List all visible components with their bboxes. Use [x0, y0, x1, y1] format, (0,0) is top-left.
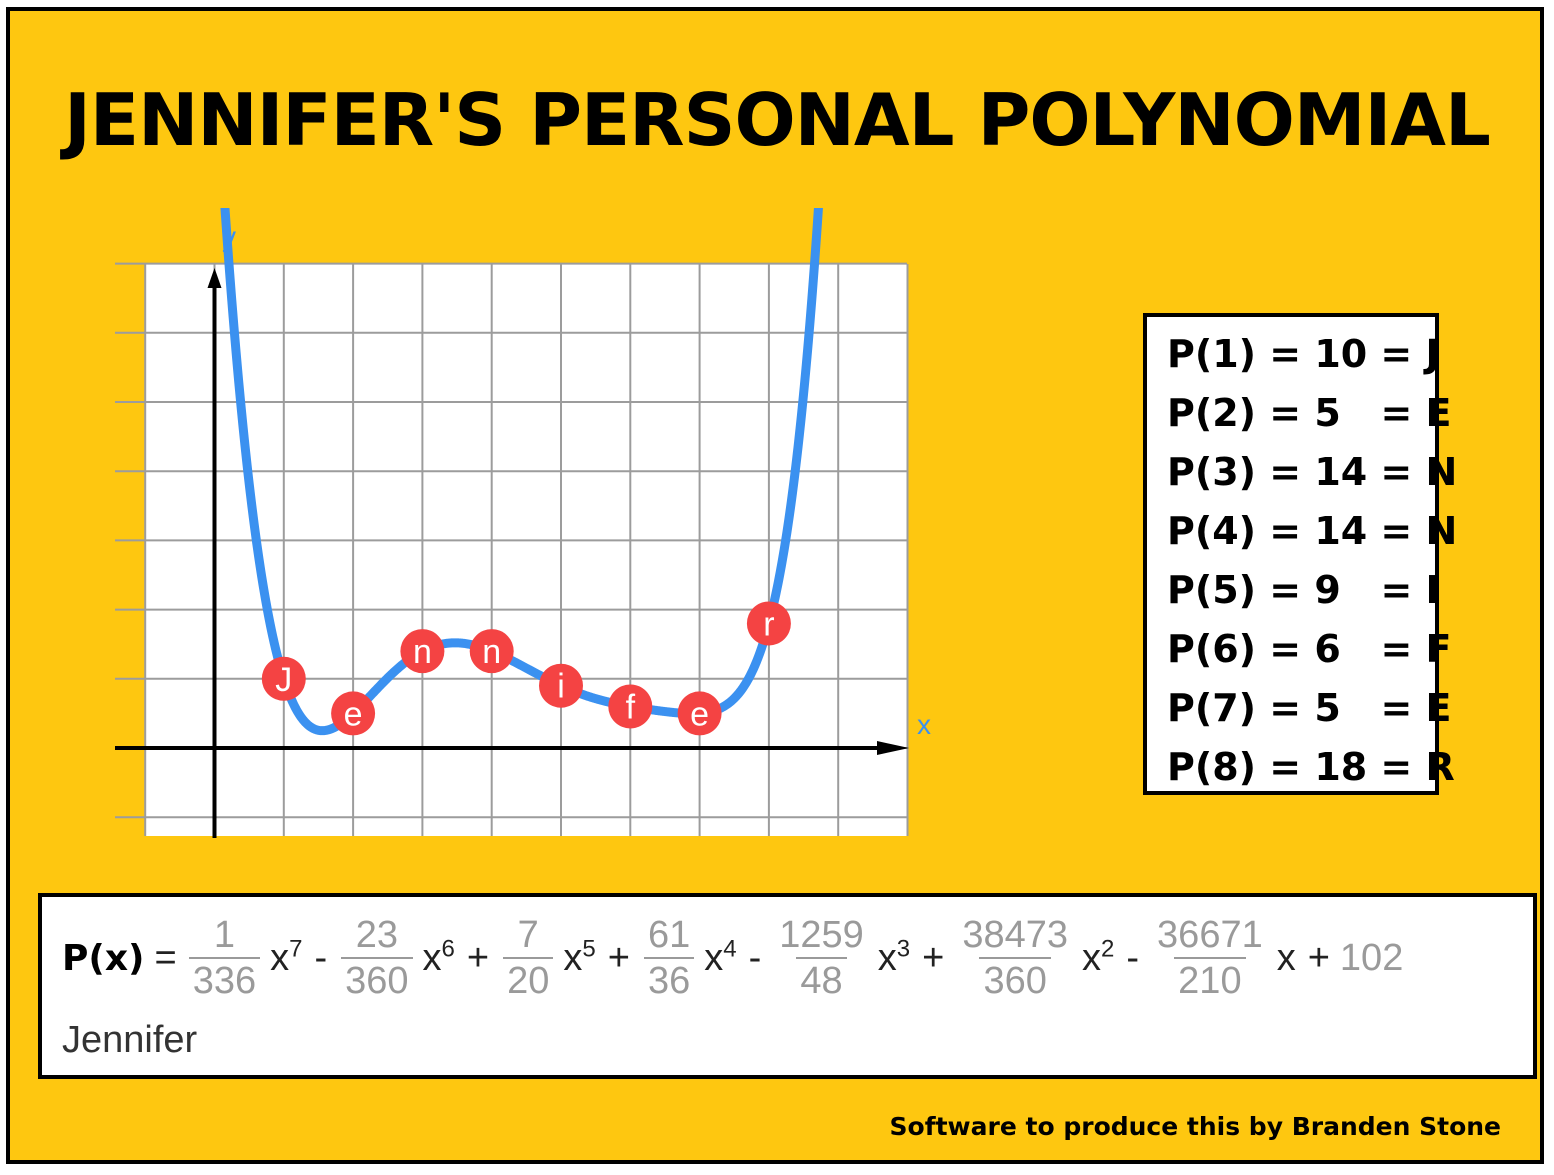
constant-term: 102: [1339, 936, 1404, 979]
y-axis-arrow: [207, 268, 222, 288]
data-point-label: r: [763, 605, 774, 643]
y-axis-label: y: [222, 221, 236, 252]
data-point-marker: [469, 629, 514, 674]
operator: +: [1307, 936, 1330, 979]
coefficient-fraction: 38473 360: [958, 915, 1072, 1001]
data-point-marker: [608, 684, 653, 729]
value-row: P(4) = 14 = N: [1167, 509, 1458, 553]
variable: x: [422, 936, 442, 979]
value-row: P(5) = 9 = I: [1167, 568, 1440, 612]
value-row: P(8) = 18 = R: [1167, 745, 1455, 789]
data-point-marker: [400, 629, 445, 674]
coefficient-fraction: 1 336: [188, 914, 261, 1001]
data-point: e: [331, 691, 376, 736]
data-point-marker: [331, 691, 376, 736]
variable: x: [563, 936, 583, 979]
numerator: 1259: [779, 914, 864, 956]
denominator: 20: [503, 957, 554, 1001]
data-point: f: [608, 684, 653, 729]
exponent: 5: [582, 934, 596, 962]
operator: -: [314, 936, 328, 979]
data-point-marker: [539, 663, 583, 708]
value-row: P(6) = 6 = F: [1167, 627, 1452, 671]
exponent: 3: [896, 934, 911, 962]
power-term: x2: [1082, 934, 1115, 980]
data-point-label: J: [275, 661, 292, 699]
numerator: 1: [213, 914, 235, 956]
data-point: i: [539, 663, 583, 708]
exponent: 6: [441, 934, 455, 962]
coefficient-fraction: 7 20: [503, 914, 554, 1001]
value-row: P(2) = 5 = E: [1167, 391, 1452, 435]
numerator: 23: [355, 914, 398, 956]
formula-box: P(x) = 1 336 x7 - 23 360 x6 + 7 20 x5 + 61 3…: [38, 893, 1537, 1079]
operator: +: [607, 936, 630, 979]
polynomial-curve: [220, 208, 823, 736]
data-point-label: e: [690, 695, 709, 733]
data-point-label: i: [557, 668, 565, 706]
numerator: 36671: [1157, 914, 1263, 956]
data-point: e: [677, 691, 722, 736]
data-point-label: e: [344, 695, 363, 733]
axes: [115, 268, 909, 838]
data-point-marker: [746, 601, 791, 646]
power-term: x7: [270, 934, 303, 980]
variable: x: [877, 936, 897, 979]
page-title: JENNIFER'S PERSONAL POLYNOMIAL: [64, 78, 1491, 162]
operator: +: [466, 936, 490, 979]
operator: +: [922, 936, 945, 979]
values-table: P(1) = 10 = J P(2) = 5 = E P(3) = 14 = N…: [1143, 313, 1458, 795]
data-point: r: [746, 601, 791, 646]
data-point-label: n: [482, 633, 501, 671]
data-point: n: [400, 629, 445, 674]
x-axis-label: x: [917, 709, 931, 740]
data-point: n: [469, 629, 514, 674]
denominator: 210: [1174, 957, 1246, 1001]
numerator: 38473: [962, 914, 1069, 956]
exponent: 2: [1101, 934, 1115, 962]
data-point: J: [261, 656, 306, 701]
grid: [115, 262, 909, 836]
data-point-marker: [261, 656, 306, 701]
power-term: x6: [422, 934, 455, 980]
power-term: x4: [704, 934, 737, 980]
exponent: 4: [723, 934, 737, 962]
power-term: x3: [877, 934, 911, 980]
data-points: Je n n i f e r: [261, 601, 791, 736]
denominator: 360: [979, 957, 1051, 1001]
power-term: x5: [563, 934, 596, 980]
variable: x: [270, 936, 290, 979]
coefficient-fraction: 36671 210: [1153, 915, 1267, 1001]
numerator: 7: [517, 914, 539, 956]
value-row: P(3) = 14 = N: [1167, 450, 1458, 494]
value-row: P(1) = 10 = J: [1167, 332, 1440, 376]
polynomial-chart: Je n n i f e r x y: [115, 208, 931, 838]
variable: x: [1082, 936, 1102, 979]
denominator: 48: [796, 957, 847, 1001]
power-term: x: [1277, 937, 1296, 980]
formula-lhs: P(x): [62, 937, 145, 979]
numerator: 61: [647, 914, 691, 956]
variable: x: [1276, 936, 1296, 979]
polynomial-formula: P(x) = 1 336 x7 - 23 360 x6 + 7 20 x5 + 61 3…: [62, 913, 1403, 1003]
denominator: 360: [341, 957, 413, 1001]
data-point-marker: [677, 691, 722, 736]
equals-sign: =: [154, 936, 177, 979]
data-point-label: f: [626, 688, 636, 726]
x-axis-arrow: [877, 741, 909, 755]
name-label: Jennifer: [62, 1019, 198, 1061]
credit-line: Software to produce this by Branden Ston…: [889, 1112, 1501, 1141]
variable: x: [704, 936, 724, 979]
denominator: 36: [643, 957, 695, 1001]
coefficient-fraction: 23 360: [341, 914, 413, 1001]
operator: -: [748, 936, 762, 979]
operator: -: [1126, 936, 1140, 979]
exponent: 7: [289, 934, 303, 962]
coefficient-fraction: 61 36: [643, 914, 695, 1001]
data-point-label: n: [413, 633, 432, 671]
denominator: 336: [188, 957, 261, 1001]
value-row: P(7) = 5 = E: [1167, 686, 1452, 730]
coefficient-fraction: 1259 48: [775, 915, 868, 1001]
